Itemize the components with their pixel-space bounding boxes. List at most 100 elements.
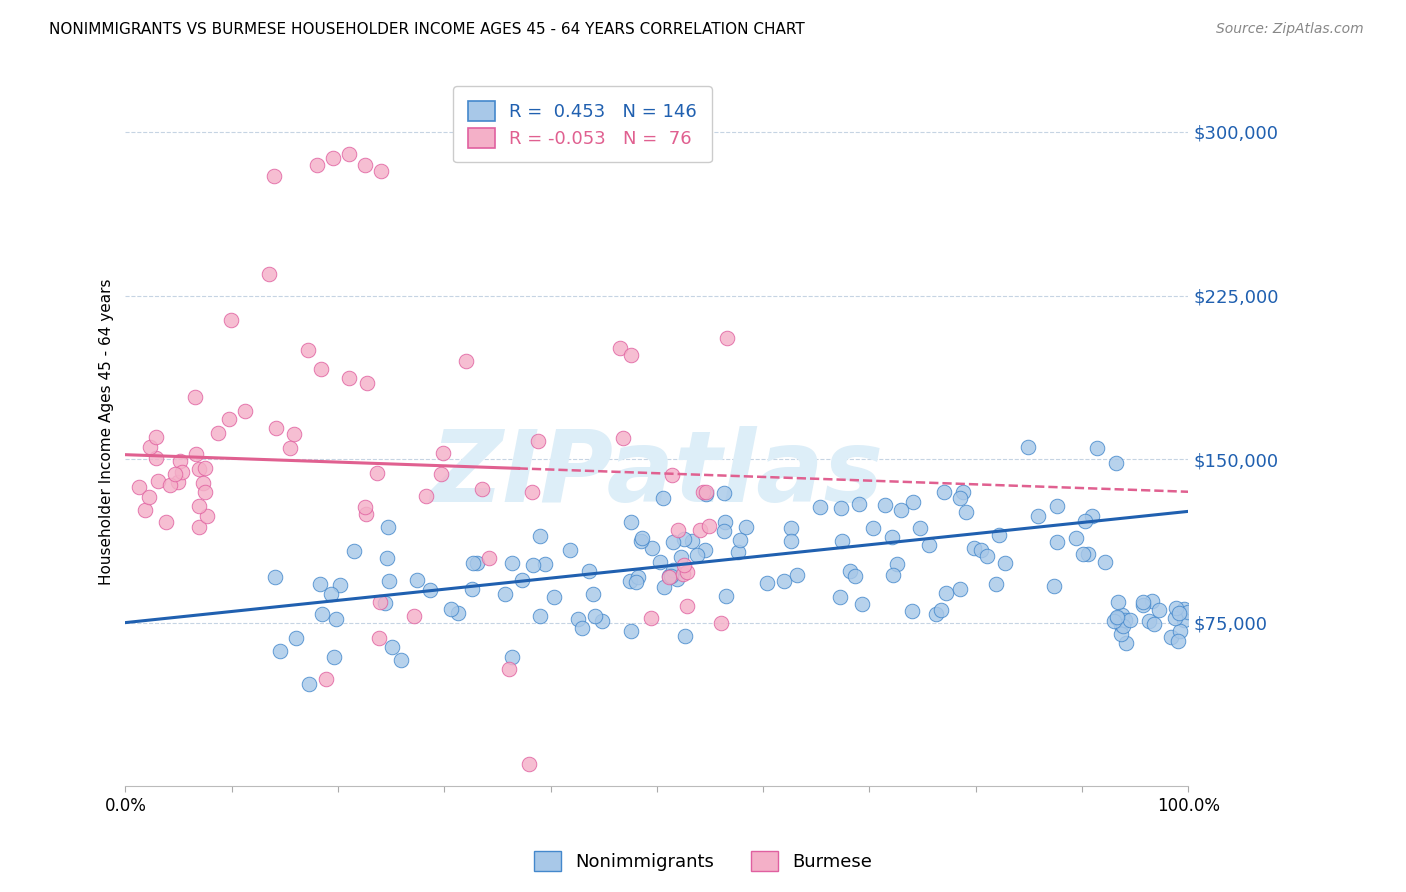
Point xyxy=(510,573,533,587)
Point xyxy=(405,574,427,588)
Point xyxy=(1105,456,1128,470)
Point xyxy=(676,599,699,613)
Point xyxy=(935,586,957,600)
Point xyxy=(949,582,972,596)
Point xyxy=(730,533,752,547)
Point xyxy=(187,499,209,513)
Point xyxy=(630,534,652,549)
Point xyxy=(520,484,543,499)
Point xyxy=(901,495,924,509)
Point xyxy=(851,597,873,611)
Point xyxy=(1071,547,1094,561)
Point xyxy=(976,549,998,563)
Point xyxy=(839,564,862,578)
Point xyxy=(666,523,689,537)
Point xyxy=(377,520,399,534)
Point xyxy=(1017,440,1039,454)
Point xyxy=(419,583,441,598)
Point xyxy=(167,475,190,489)
Point xyxy=(1094,555,1116,569)
Point xyxy=(658,570,681,584)
Point xyxy=(993,556,1015,570)
Point xyxy=(567,612,589,626)
Point xyxy=(1140,594,1163,608)
Point xyxy=(652,491,675,505)
Point xyxy=(689,524,711,538)
Point xyxy=(309,362,332,376)
Point xyxy=(266,421,288,435)
Point xyxy=(263,169,285,183)
Point xyxy=(325,611,347,625)
Point xyxy=(169,454,191,468)
Point xyxy=(269,644,291,658)
Point xyxy=(735,520,758,534)
Point xyxy=(612,431,634,445)
Point xyxy=(188,520,211,534)
Point xyxy=(882,567,904,582)
Point xyxy=(465,556,488,570)
Point xyxy=(529,528,551,542)
Point xyxy=(830,590,852,604)
Point xyxy=(1026,509,1049,524)
Legend: Nonimmigrants, Burmese: Nonimmigrants, Burmese xyxy=(527,844,879,879)
Point xyxy=(862,521,884,535)
Point xyxy=(501,556,523,570)
Point xyxy=(454,354,477,368)
Point xyxy=(1115,636,1137,650)
Point xyxy=(218,412,240,426)
Point xyxy=(672,532,695,546)
Point xyxy=(155,516,177,530)
Point xyxy=(430,467,453,481)
Point xyxy=(368,595,391,609)
Point xyxy=(984,577,1007,591)
Point xyxy=(1077,547,1099,561)
Point xyxy=(1081,509,1104,524)
Point xyxy=(337,371,360,385)
Point xyxy=(319,587,342,601)
Point xyxy=(681,534,703,549)
Point xyxy=(918,538,941,552)
Point xyxy=(264,570,287,584)
Point xyxy=(315,672,337,686)
Point xyxy=(949,491,972,506)
Point xyxy=(727,545,749,559)
Point xyxy=(620,515,643,529)
Point xyxy=(1074,514,1097,528)
Legend: R =  0.453   N = 146, R = -0.053   N =  76: R = 0.453 N = 146, R = -0.053 N = 76 xyxy=(453,87,711,162)
Point xyxy=(1143,617,1166,632)
Point xyxy=(170,465,193,479)
Point xyxy=(716,330,738,344)
Point xyxy=(1132,599,1154,613)
Point xyxy=(558,543,581,558)
Point xyxy=(1173,601,1195,615)
Point xyxy=(219,313,242,327)
Point xyxy=(1109,618,1132,632)
Point xyxy=(461,582,484,597)
Point xyxy=(756,576,779,591)
Point xyxy=(970,543,993,558)
Point xyxy=(322,151,344,165)
Point xyxy=(471,482,494,496)
Point xyxy=(1132,595,1154,609)
Point xyxy=(415,490,437,504)
Point xyxy=(533,557,555,571)
Point xyxy=(714,589,737,603)
Point xyxy=(901,604,924,618)
Point xyxy=(662,535,685,549)
Point xyxy=(378,574,401,588)
Point xyxy=(652,580,675,594)
Point xyxy=(354,507,377,521)
Point xyxy=(284,631,307,645)
Point xyxy=(640,541,662,556)
Point xyxy=(591,614,613,628)
Point xyxy=(1046,499,1069,513)
Point xyxy=(439,602,461,616)
Text: Source: ZipAtlas.com: Source: ZipAtlas.com xyxy=(1216,22,1364,37)
Point xyxy=(146,474,169,488)
Point xyxy=(184,447,207,461)
Point xyxy=(880,530,903,544)
Point xyxy=(1109,626,1132,640)
Point xyxy=(620,624,643,638)
Point xyxy=(672,558,695,572)
Point xyxy=(298,677,321,691)
